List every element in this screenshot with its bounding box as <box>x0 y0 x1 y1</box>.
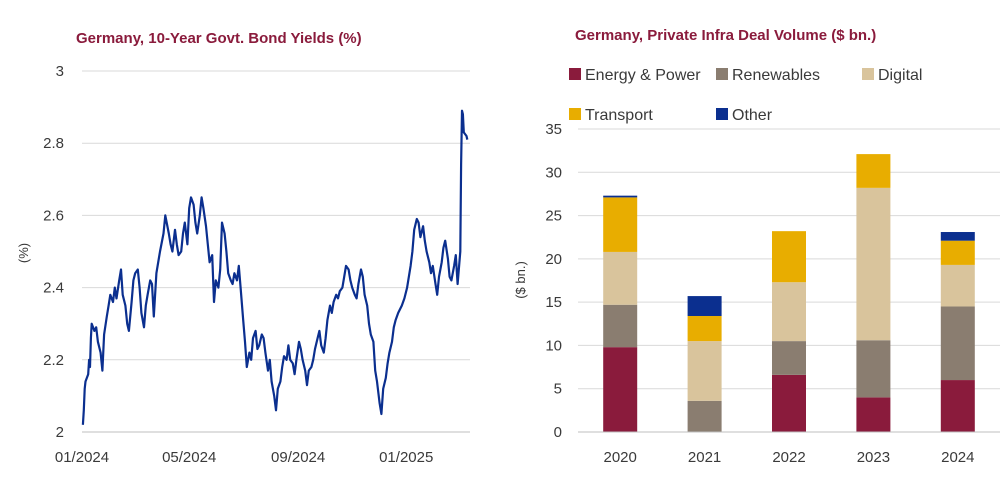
bar-energy-power-2023 <box>856 397 891 432</box>
infra-deal-x-tick-label: 2022 <box>772 449 805 466</box>
bar-renewables-2024 <box>940 306 975 381</box>
bar-digital-2023 <box>856 187 891 341</box>
legend-label-other: Other <box>732 107 773 124</box>
bar-other-2020 <box>603 195 638 198</box>
infra-deal-x-tick-label: 2021 <box>688 449 721 466</box>
legend-swatch-transport <box>569 108 581 120</box>
bar-transport-2022 <box>772 231 806 283</box>
infra-deal-y-tick-label: 35 <box>545 121 562 138</box>
infra-deal-legend: Energy & Power Renewables Digital Transport… <box>569 67 922 124</box>
infra-deal-y-tick-label: 0 <box>554 424 562 441</box>
legend-label-renewables: Renewables <box>732 67 820 84</box>
bar-other-2021 <box>687 296 722 316</box>
bond-yield-x-tick-label: 01/2025 <box>379 449 433 466</box>
bond-yield-y-tick-label: 2 <box>56 424 64 441</box>
infra-deal-y-tick-label: 10 <box>545 337 562 354</box>
infra-deal-y-tick-label: 15 <box>545 294 562 311</box>
bar-transport-2023 <box>856 154 891 188</box>
legend-label-transport: Transport <box>585 107 653 124</box>
bar-energy-power-2024 <box>940 380 975 432</box>
bond-yield-y-axis-label: (%) <box>16 243 31 263</box>
bar-transport-2021 <box>687 315 722 342</box>
bar-energy-power-2020 <box>603 347 638 432</box>
infra-deal-chart-title: Germany, Private Infra Deal Volume ($ bn… <box>575 27 876 44</box>
infra-deal-y-tick-label: 25 <box>545 208 562 225</box>
bond-yield-y-tick-label: 3 <box>56 63 64 80</box>
bond-yield-gridlines <box>82 70 470 361</box>
bond-yield-y-tick-label: 2.4 <box>43 280 64 297</box>
bar-renewables-2022 <box>772 341 806 375</box>
legend-swatch-digital <box>862 68 874 80</box>
bond-yield-series-line <box>81 109 469 425</box>
legend-label-energy-power: Energy & Power <box>585 67 701 84</box>
legend-label-digital: Digital <box>878 67 922 84</box>
bond-yield-x-tick-label: 09/2024 <box>271 449 325 466</box>
infra-deal-y-ticks: 0 5 10 15 20 25 30 35 <box>545 121 562 441</box>
bond-yield-y-tick-label: 2.8 <box>43 135 64 152</box>
bar-transport-2020 <box>603 197 638 252</box>
bar-digital-2024 <box>940 264 975 307</box>
bar-energy-power-2022 <box>772 374 806 432</box>
bar-other-2024 <box>940 232 975 241</box>
infra-deal-bars <box>603 154 975 432</box>
infra-deal-y-axis-label: ($ bn.) <box>513 261 528 299</box>
bond-yield-x-ticks: 01/2024 05/2024 09/2024 01/2025 <box>55 449 433 466</box>
legend-swatch-renewables <box>716 68 728 80</box>
bond-yield-x-tick-label: 05/2024 <box>162 449 216 466</box>
infra-deal-x-tick-label: 2020 <box>604 449 637 466</box>
bar-renewables-2020 <box>603 304 638 348</box>
bond-yield-chart-title: Germany, 10-Year Govt. Bond Yields (%) <box>76 30 362 47</box>
bar-digital-2022 <box>772 282 806 342</box>
bar-digital-2021 <box>687 341 722 401</box>
bar-digital-2020 <box>603 251 638 305</box>
infra-deal-y-tick-label: 20 <box>545 251 562 268</box>
bond-yield-x-tick-label: 01/2024 <box>55 449 109 466</box>
bond-yield-y-tick-label: 2.2 <box>43 352 64 369</box>
infra-deal-y-tick-label: 5 <box>554 381 562 398</box>
infra-deal-x-ticks: 2020 2021 2022 2023 2024 <box>604 449 975 466</box>
bond-yield-chart: Germany, 10-Year Govt. Bond Yields (%) 2… <box>16 30 470 466</box>
infra-deal-y-tick-label: 30 <box>545 164 562 181</box>
bond-yield-y-ticks: 2 2.2 2.4 2.6 2.8 3 <box>43 63 64 441</box>
bar-transport-2024 <box>940 240 975 265</box>
legend-swatch-other <box>716 108 728 120</box>
infra-deal-chart: Germany, Private Infra Deal Volume ($ bn… <box>513 27 1000 466</box>
bar-renewables-2023 <box>856 340 891 398</box>
infra-deal-x-tick-label: 2024 <box>941 449 974 466</box>
bond-yield-y-tick-label: 2.6 <box>43 207 64 224</box>
bar-renewables-2021 <box>687 400 722 432</box>
infra-deal-x-tick-label: 2023 <box>857 449 890 466</box>
legend-swatch-energy-power <box>569 68 581 80</box>
